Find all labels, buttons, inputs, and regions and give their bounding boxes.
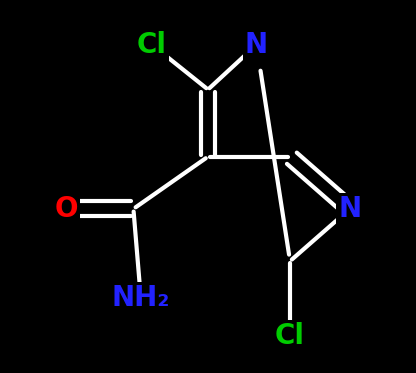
Text: N: N (245, 31, 268, 59)
Text: O: O (54, 195, 78, 223)
Text: N: N (338, 195, 362, 223)
Text: Cl: Cl (137, 31, 167, 59)
Text: Cl: Cl (275, 322, 305, 350)
Text: NH₂: NH₂ (111, 284, 170, 313)
